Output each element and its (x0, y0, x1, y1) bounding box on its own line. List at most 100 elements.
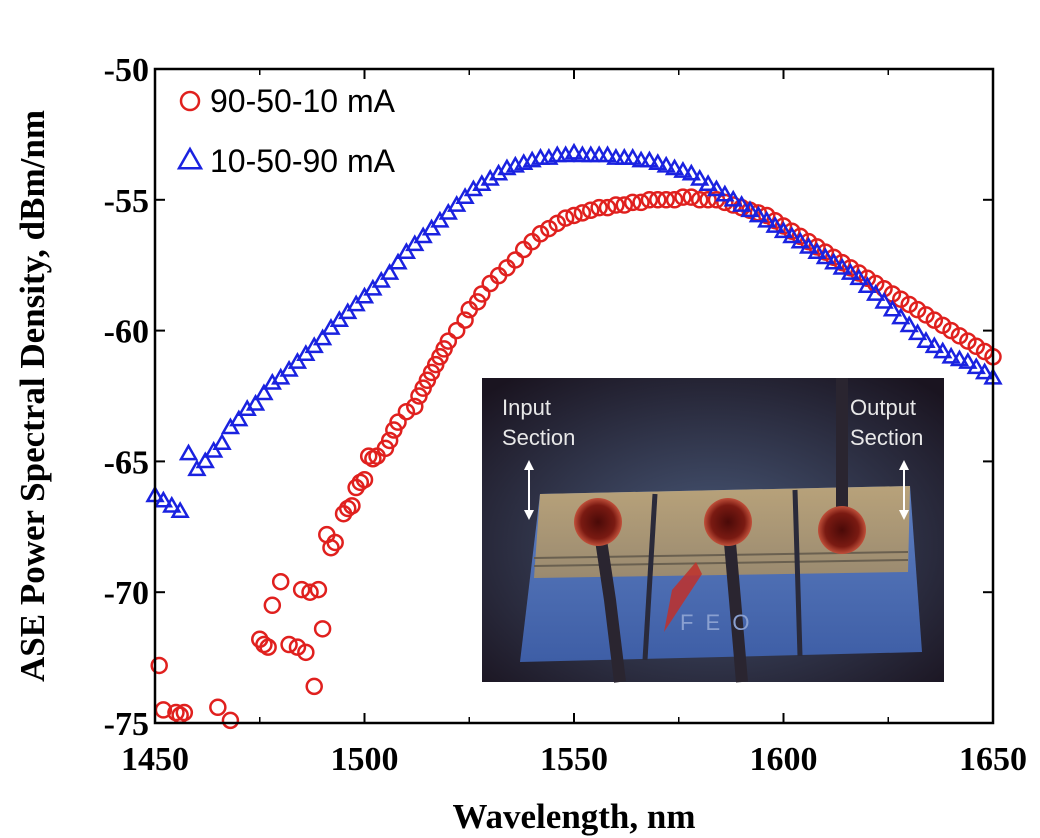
data-point-triangle (958, 351, 978, 369)
data-point-triangle (974, 362, 995, 380)
data-point-triangle (346, 294, 366, 312)
data-point-circle (406, 397, 424, 416)
contact-pad (574, 498, 622, 546)
data-point-circle (343, 497, 361, 515)
data-point-triangle (271, 367, 291, 385)
data-point-triangle (354, 286, 375, 304)
data-point-circle (565, 206, 583, 225)
data-point-circle (259, 638, 277, 656)
data-point-triangle (715, 184, 735, 202)
data-point-triangle (866, 283, 886, 301)
x-axis-title: Wavelength, nm (452, 797, 695, 836)
data-point-triangle (254, 383, 274, 401)
data-point-triangle (204, 440, 224, 458)
y-tick-label: -60 (104, 314, 149, 351)
y-tick-label: -75 (104, 706, 149, 743)
data-point-triangle (430, 210, 450, 228)
data-point-triangle (899, 315, 919, 333)
data-point-triangle (287, 351, 308, 369)
data-point-triangle (807, 242, 827, 259)
data-point-triangle (312, 328, 333, 346)
data-point-triangle (363, 278, 383, 296)
data-point-circle (175, 703, 194, 722)
data-point-triangle (648, 153, 668, 171)
output-label-line2: Section (850, 425, 923, 450)
data-point-triangle (329, 310, 350, 328)
data-point-circle (456, 311, 474, 329)
data-point-triangle (924, 336, 944, 354)
axis-ticks: 1450 1500 1550 1600 1650 -50 -55 -60 -65 -70 -75 (104, 52, 1027, 778)
data-point-circle (649, 191, 667, 209)
data-point-triangle (824, 252, 844, 270)
data-point-triangle (857, 276, 877, 294)
data-point-triangle (874, 291, 894, 309)
data-point-triangle (296, 344, 316, 362)
data-point-triangle (187, 459, 207, 477)
section-divider (642, 493, 658, 661)
data-point-triangle (371, 270, 391, 288)
input-arrowhead-down (524, 510, 534, 520)
data-point-circle (607, 196, 625, 214)
y-tick-label: -50 (104, 52, 149, 89)
data-point-triangle (455, 187, 475, 205)
data-point-circle (690, 191, 709, 209)
data-point-circle (380, 431, 399, 450)
data-point-circle (301, 583, 319, 601)
y-tick-label: -55 (104, 183, 149, 220)
data-point-triangle (564, 142, 584, 160)
legend-label-series-1: 90-50-10 mA (210, 83, 396, 119)
contact-pad (704, 498, 752, 546)
data-point-circle (439, 332, 458, 350)
data-marks (145, 142, 1003, 730)
legend-label-series-2: 10-50-90 mA (210, 143, 396, 179)
data-point-circle (632, 193, 650, 212)
data-point-triangle (757, 210, 777, 228)
x-tick-label: 1650 (959, 741, 1027, 778)
data-point-triangle (765, 215, 785, 233)
data-point-triangle (480, 168, 500, 186)
data-point-circle (573, 204, 592, 222)
data-point-triangle (832, 257, 852, 275)
data-point-triangle (279, 359, 299, 377)
data-point-triangle (413, 226, 433, 244)
output-label-line1: Output (850, 395, 916, 420)
data-point-circle (657, 191, 675, 209)
data-point-circle (389, 413, 407, 431)
data-point-triangle (472, 174, 492, 191)
data-point-triangle (488, 163, 509, 181)
data-point-circle (447, 321, 466, 340)
y-axis-title: ASE Power Spectral Density, dBm/nm (13, 110, 52, 682)
data-point-triangle (731, 195, 752, 212)
data-point-circle (322, 538, 340, 557)
input-label-line2: Section (502, 425, 575, 450)
data-point-circle (623, 193, 642, 212)
data-point-triangle (706, 179, 727, 197)
data-point-triangle (162, 495, 182, 513)
data-point-triangle (623, 147, 643, 165)
plot-frame (153, 67, 995, 725)
data-point-triangle (170, 501, 190, 518)
data-point-triangle (463, 179, 484, 197)
data-point-circle (355, 470, 374, 489)
data-point-triangle (798, 236, 819, 254)
chip-mark: F E O (680, 610, 752, 635)
data-point-triangle (597, 145, 618, 163)
data-point-triangle (656, 155, 676, 173)
probe-needle (592, 519, 626, 683)
data-point-triangle (447, 195, 467, 212)
data-point-triangle (245, 393, 266, 411)
data-point-triangle (790, 231, 810, 249)
data-point-circle (313, 620, 332, 638)
data-point-triangle (849, 268, 869, 286)
data-point-circle (665, 191, 684, 209)
x-tick-label: 1450 (121, 741, 189, 778)
data-point-triangle (681, 163, 701, 181)
series-1 (150, 188, 1002, 730)
data-point-circle (221, 711, 240, 730)
inset-photo: F E O Input Section Output Section (482, 378, 944, 683)
input-label-line1: Input (502, 395, 551, 420)
data-point-triangle (723, 189, 743, 207)
data-point-triangle (421, 218, 442, 236)
data-point-circle (297, 643, 315, 662)
